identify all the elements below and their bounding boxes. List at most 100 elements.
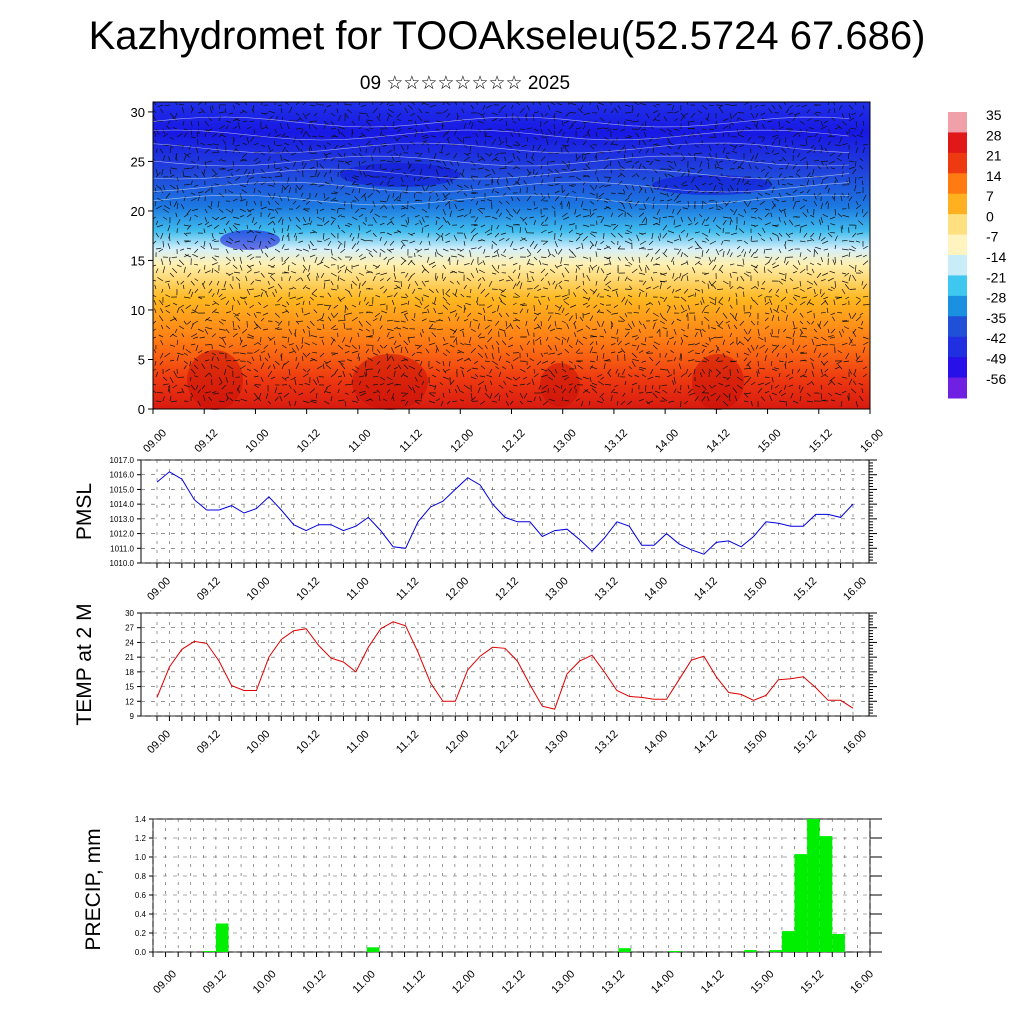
wind-barb xyxy=(445,152,451,156)
wind-barb xyxy=(358,290,361,298)
wind-barb xyxy=(344,266,348,274)
wind-barb xyxy=(255,231,262,234)
wind-barb xyxy=(628,238,633,242)
wind-barb xyxy=(218,400,225,403)
wind-barb xyxy=(737,213,745,218)
wind-barb xyxy=(633,312,640,314)
wind-barb xyxy=(680,181,687,186)
wind-barb xyxy=(750,208,757,210)
wind-barb xyxy=(390,168,395,173)
wind-barb xyxy=(405,219,409,226)
wind-barb xyxy=(204,148,210,154)
wind-barb xyxy=(225,272,230,276)
colorbar-label: -56 xyxy=(986,371,1006,387)
wind-barb xyxy=(265,245,269,250)
wind-barb xyxy=(629,224,633,230)
wind-barb xyxy=(256,323,262,330)
wind-barb xyxy=(731,150,738,154)
wind-barb xyxy=(526,382,531,386)
wind-barb xyxy=(862,245,868,250)
wind-barb xyxy=(295,112,300,116)
wind-barb xyxy=(827,328,830,334)
wind-barb xyxy=(477,180,481,186)
wind-barb xyxy=(778,167,784,170)
wind-barb xyxy=(514,318,521,322)
wind-barb xyxy=(274,208,279,214)
wind-barb xyxy=(477,352,484,358)
wind-barb xyxy=(428,320,436,323)
wind-barb xyxy=(526,195,532,202)
wind-barb xyxy=(153,294,157,298)
wind-barb xyxy=(606,272,612,276)
wind-barb xyxy=(792,296,798,301)
wind-barb xyxy=(503,380,507,386)
wind-barb xyxy=(180,308,185,314)
wind-barb xyxy=(372,147,377,154)
wind-barb xyxy=(820,216,824,224)
wind-barb xyxy=(525,320,528,326)
wind-barb xyxy=(169,344,176,347)
wind-barb xyxy=(561,396,564,402)
wind-barb xyxy=(792,196,795,202)
wind-barb xyxy=(729,112,732,120)
wind-barb xyxy=(221,288,227,291)
wind-barb xyxy=(463,152,469,157)
wind-barb xyxy=(773,198,780,202)
wind-barb xyxy=(822,352,829,358)
wind-barb xyxy=(820,336,827,341)
wind-barb xyxy=(764,179,768,186)
x-tick-label: 15.00 xyxy=(749,968,777,996)
wind-barb xyxy=(225,328,230,334)
wind-barb xyxy=(666,104,672,106)
wind-barb xyxy=(792,330,796,338)
wind-barb xyxy=(308,264,311,272)
wind-barb xyxy=(442,276,447,282)
wind-barb xyxy=(246,288,251,296)
wind-barb xyxy=(567,136,570,144)
wind-barb xyxy=(414,400,420,405)
wind-barb xyxy=(763,248,766,254)
wind-barb xyxy=(277,392,283,395)
wind-barb xyxy=(203,228,206,234)
wind-barb xyxy=(400,302,408,306)
wind-barb xyxy=(204,102,207,106)
wind-barb xyxy=(648,240,654,246)
wind-barb xyxy=(638,291,641,298)
wind-barb xyxy=(495,191,500,194)
wind-barb xyxy=(309,240,314,247)
wind-barb xyxy=(299,139,304,146)
wind-barb xyxy=(458,208,465,212)
wind-barb xyxy=(848,312,852,319)
wind-barb xyxy=(821,176,829,181)
wind-barb xyxy=(547,296,550,301)
wind-barb xyxy=(242,152,248,158)
colorbar-swatch xyxy=(948,275,967,297)
wind-barb xyxy=(694,260,701,266)
wind-barb xyxy=(232,224,238,230)
wind-barb xyxy=(803,232,808,238)
wind-barb xyxy=(313,125,318,130)
wind-barb xyxy=(414,296,421,301)
wind-barb xyxy=(519,227,521,234)
wind-barb xyxy=(521,237,528,242)
wind-barb xyxy=(404,346,409,354)
wind-barb xyxy=(172,333,178,338)
wind-barb xyxy=(414,184,421,187)
wind-barb xyxy=(366,311,374,314)
wind-barb xyxy=(161,288,164,293)
wind-barb xyxy=(229,283,234,290)
wind-barb xyxy=(638,148,643,154)
wind-barb xyxy=(568,229,573,234)
wind-barb xyxy=(698,213,703,218)
wind-barb xyxy=(512,248,518,251)
wind-barb xyxy=(708,144,712,151)
wind-barb xyxy=(760,112,766,116)
wind-barb xyxy=(666,199,673,202)
wind-barb xyxy=(264,112,269,115)
wind-barb xyxy=(563,301,570,306)
wind-barb xyxy=(463,144,468,148)
wind-barb xyxy=(624,224,630,227)
wind-barb xyxy=(316,172,321,178)
wind-barb xyxy=(685,312,689,317)
wind-barb xyxy=(817,262,822,266)
